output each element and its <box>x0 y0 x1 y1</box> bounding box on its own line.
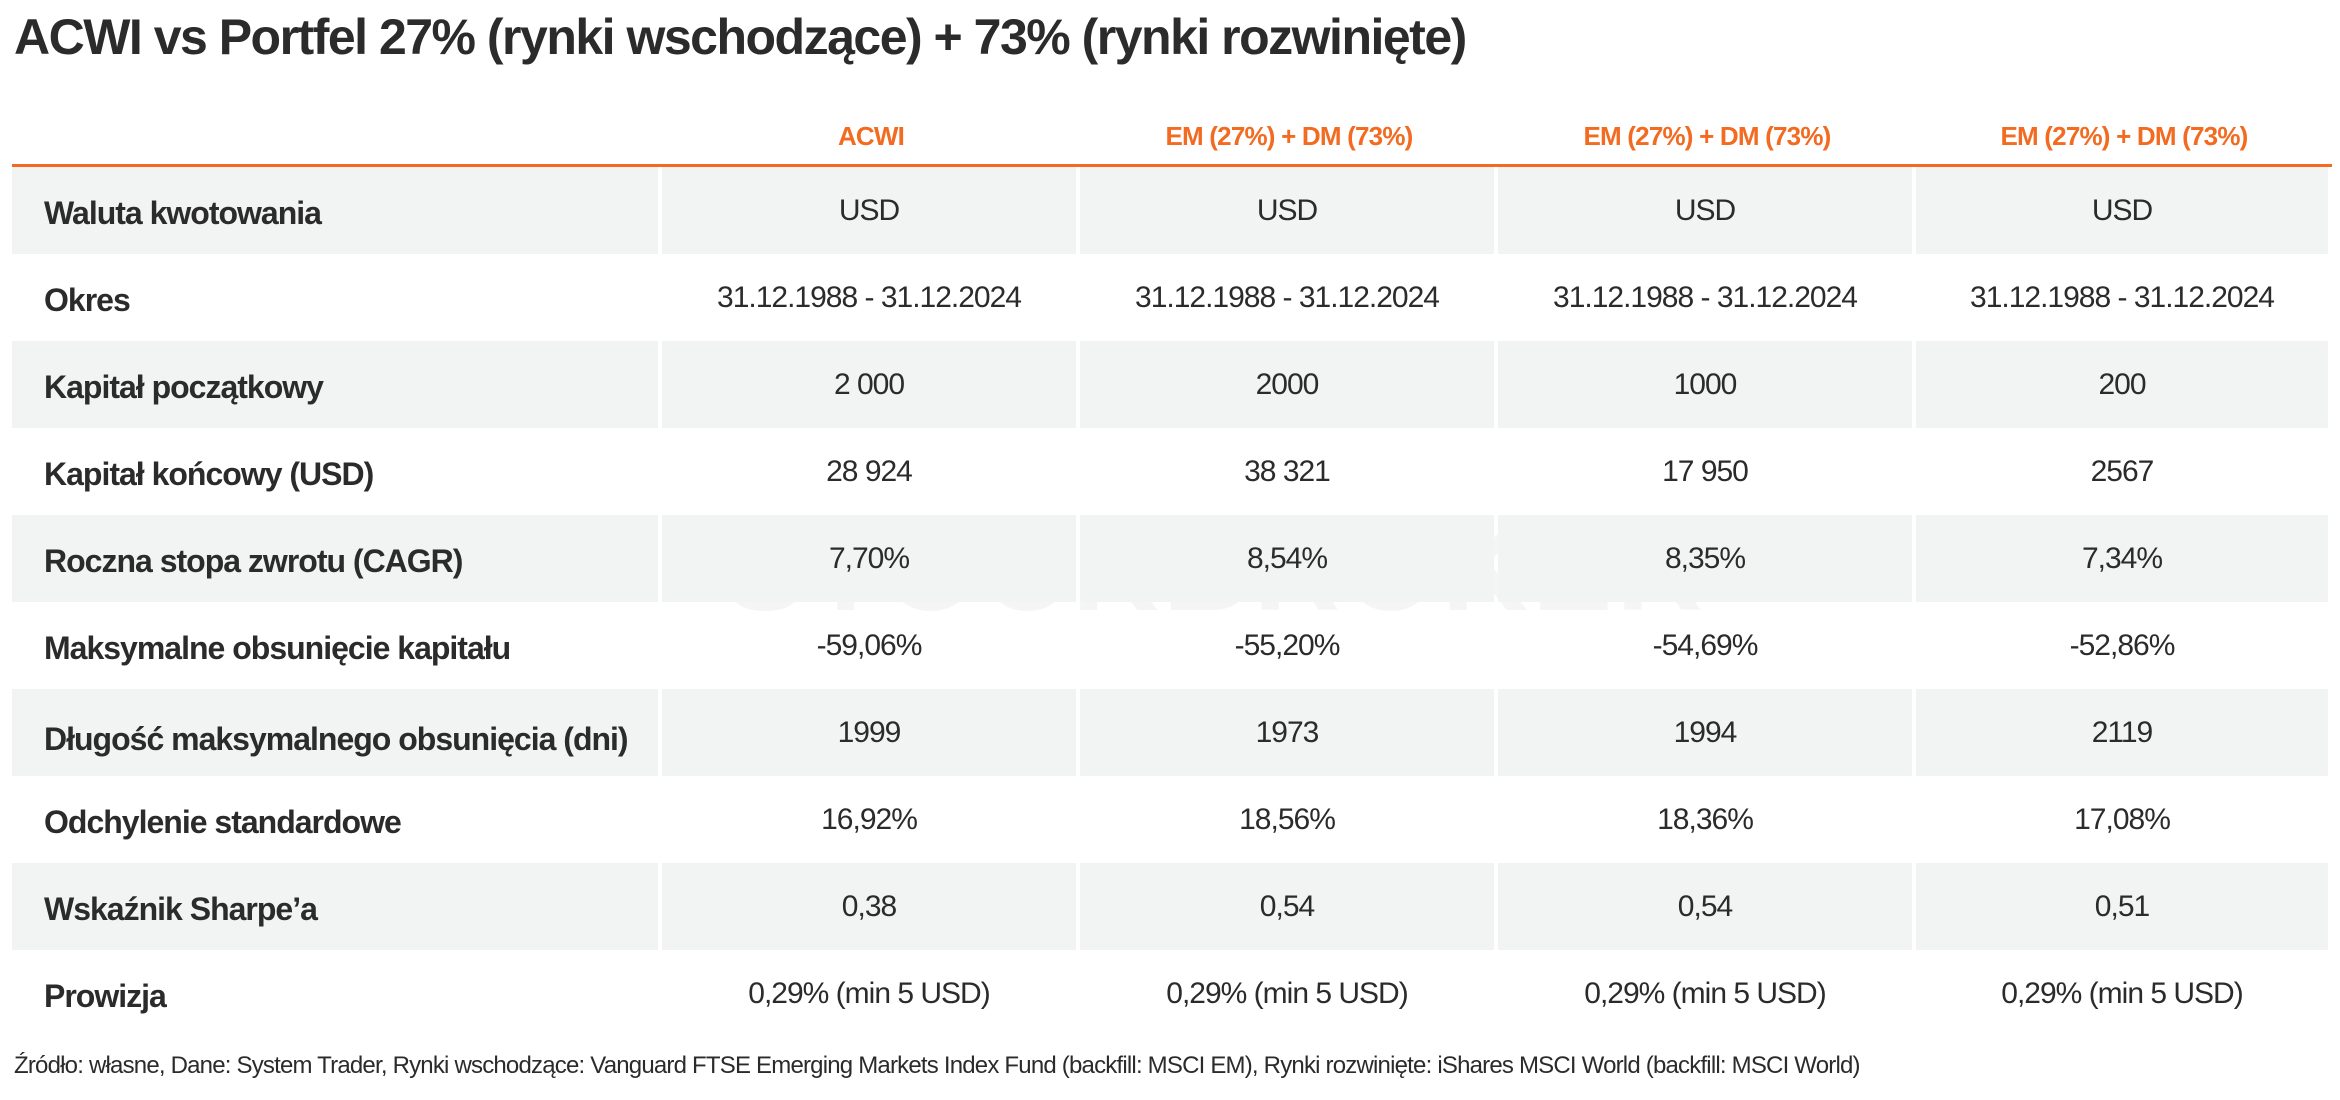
row-label: Waluta kwotowania <box>12 167 658 254</box>
table-row: Maksymalne obsunięcie kapitału -59,06% -55… <box>12 602 2332 689</box>
row-label: Maksymalne obsunięcie kapitału <box>44 630 511 666</box>
cell-value: 1973 <box>1080 689 1494 776</box>
row-label: Roczna stopa zwrotu (CAGR) <box>12 515 658 602</box>
row-label: Okres <box>44 282 131 318</box>
cell-value: 7,34% <box>1916 515 2328 602</box>
cell-value: 0,51 <box>1916 863 2328 950</box>
row-label: Kapitał początkowy <box>12 341 658 428</box>
table-row: Wskaźnik Sharpe’a 0,38 0,54 0,54 0,51 <box>12 863 2332 950</box>
table-row: Okres 31.12.1988 - 31.12.2024 31.12.1988 -… <box>12 254 2332 341</box>
cell-value: -55,20% <box>1234 628 1341 662</box>
cell-value: 38 321 <box>1244 454 1331 488</box>
table-row: Roczna stopa zwrotu (CAGR) 7,70% 8,54% 8,35… <box>12 515 2332 602</box>
cell-value: 8,35% <box>1498 515 1912 602</box>
cell-value: 31.12.1988 - 31.12.2024 <box>1553 280 1858 314</box>
cell-value: 0,54 <box>1080 863 1494 950</box>
cell-value: 31.12.1988 - 31.12.2024 <box>1135 280 1440 314</box>
cell-value: 1994 <box>1498 689 1912 776</box>
cell-value: 0,29% (min 5 USD) <box>2001 976 2243 1010</box>
column-header: EM (27%) + DM (73%) <box>1165 120 1413 151</box>
row-label: Wskaźnik Sharpe’a <box>12 863 658 950</box>
cell-value: -59,06% <box>816 628 923 662</box>
cell-value: 2119 <box>1916 689 2328 776</box>
cell-value: 0,29% (min 5 USD) <box>1166 976 1408 1010</box>
footnote: Źródło: własne, Dane: System Trader, Ryn… <box>14 1052 1861 1079</box>
cell-value: 28 924 <box>826 454 913 488</box>
cell-value: 31.12.1988 - 31.12.2024 <box>1970 280 2275 314</box>
cell-value: 0,29% (min 5 USD) <box>748 976 990 1010</box>
cell-value: 18,36% <box>1657 802 1754 836</box>
cell-value: 1999 <box>662 689 1076 776</box>
header-row: ACWI EM (27%) + DM (73%) EM (27%) + DM (73… <box>12 108 2332 167</box>
cell-value: 200 <box>1916 341 2328 428</box>
cell-value: 17 950 <box>1662 454 1749 488</box>
cell-value: 0,29% (min 5 USD) <box>1584 976 1826 1010</box>
table-row: Odchylenie standardowe 16,92% 18,56% 18,36%… <box>12 776 2332 863</box>
cell-value: USD <box>1080 167 1494 254</box>
title: ACWI vs Portfel 27% (rynki wschodzące) +… <box>14 9 1467 65</box>
comparison-table: ACWI EM (27%) + DM (73%) EM (27%) + DM (73… <box>12 108 2332 1037</box>
table-row: Prowizja 0,29% (min 5 USD) 0,29% (min 5 US… <box>12 950 2332 1037</box>
table-row: Kapitał początkowy 2 000 2000 1000 200 <box>12 341 2332 428</box>
cell-value: 2 000 <box>662 341 1076 428</box>
cell-value: 0,38 <box>662 863 1076 950</box>
cell-value: 1000 <box>1498 341 1912 428</box>
table-row: Waluta kwotowania USD USD USD USD <box>12 167 2332 254</box>
cell-value: 2567 <box>2090 454 2155 488</box>
cell-value: -52,86% <box>2069 628 2176 662</box>
cell-value: 8,54% <box>1080 515 1494 602</box>
column-header: ACWI <box>837 120 905 151</box>
table-row: Kapitał końcowy (USD) 28 924 38 321 17 950 2… <box>12 428 2332 515</box>
cell-value: 2000 <box>1080 341 1494 428</box>
cell-value: 0,54 <box>1498 863 1912 950</box>
row-label: Odchylenie standardowe <box>44 804 402 840</box>
column-header: EM (27%) + DM (73%) <box>1583 120 1831 151</box>
cell-value: 18,56% <box>1239 802 1336 836</box>
table-row: Długość maksymalnego obsunięcia (dni) 199… <box>12 689 2332 776</box>
cell-value: USD <box>1916 167 2328 254</box>
cell-value: -54,69% <box>1652 628 1759 662</box>
row-label: Prowizja <box>44 978 167 1014</box>
cell-value: 31.12.1988 - 31.12.2024 <box>717 280 1022 314</box>
row-label: Kapitał końcowy (USD) <box>44 456 374 492</box>
row-label: Długość maksymalnego obsunięcia (dni) <box>12 689 658 776</box>
cell-value: USD <box>1498 167 1912 254</box>
cell-value: 17,08% <box>2074 802 2171 836</box>
cell-value: USD <box>662 167 1076 254</box>
column-header: EM (27%) + DM (73%) <box>2000 120 2248 151</box>
cell-value: 16,92% <box>821 802 918 836</box>
cell-value: 7,70% <box>662 515 1076 602</box>
